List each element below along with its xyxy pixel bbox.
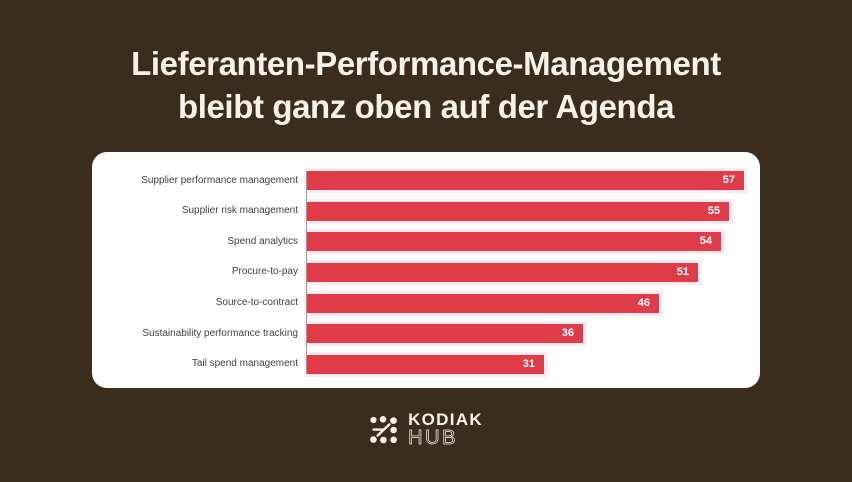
- bar-track: 55: [304, 198, 744, 224]
- title-line-2: bleibt ganz oben auf der Agenda: [177, 88, 675, 125]
- bar-value-label: 54: [699, 235, 712, 248]
- y-axis-line: [306, 171, 307, 374]
- bar[interactable]: 54: [306, 232, 721, 252]
- brand-logo: KODIAK HUB: [0, 410, 852, 449]
- bar-value-label: 57: [722, 174, 735, 186]
- chart-rows: Supplier performance management 57 Supplie…: [108, 168, 748, 377]
- category-label: Spend analytics: [227, 235, 298, 247]
- logo-secondary-text: HUB: [408, 427, 459, 449]
- chart-row: Tail spend management 31: [108, 351, 744, 377]
- kodiak-dots-mark-icon: [370, 416, 397, 444]
- chart-row: Supplier performance management 57: [108, 168, 748, 193]
- bar[interactable]: 51: [306, 262, 698, 282]
- chart-row: Sustainability performance tracking 36: [108, 321, 744, 347]
- chart-row: Supplier risk management 55: [108, 198, 744, 224]
- category-label: Supplier risk management: [181, 205, 298, 217]
- bar[interactable]: 31: [306, 354, 544, 374]
- bar-value-label: 31: [522, 357, 535, 370]
- logo-wordmark: KODIAK HUB: [408, 410, 483, 449]
- logo-primary-text: KODIAK: [408, 410, 483, 429]
- page-title: Lieferanten-Performance-Management bleib…: [0, 42, 852, 128]
- bar-chart: Supplier performance management 57 Supplie…: [92, 152, 760, 388]
- bar-track: 54: [304, 229, 744, 255]
- bar-value-label: 51: [676, 265, 689, 278]
- category-label: Sustainability performance tracking: [142, 327, 298, 339]
- bar-track: 31: [304, 351, 744, 377]
- bar-value-label: 55: [707, 204, 720, 217]
- title-line-1: Lieferanten-Performance-Management: [131, 45, 721, 82]
- bar[interactable]: 55: [306, 201, 729, 221]
- bar[interactable]: 57: [306, 171, 744, 190]
- bar[interactable]: 36: [306, 324, 583, 344]
- chart-card: Supplier performance management 57 Supplie…: [92, 152, 760, 388]
- chart-row: Procure-to-pay 51: [108, 259, 744, 285]
- category-label: Tail spend management: [191, 358, 298, 370]
- category-label: Procure-to-pay: [231, 266, 298, 278]
- bar-track: 46: [304, 290, 744, 316]
- category-label: Source-to-contract: [215, 297, 298, 309]
- chart-row: Source-to-contract 46: [108, 290, 744, 316]
- bar[interactable]: 46: [306, 293, 659, 313]
- category-label: Supplier performance management: [141, 174, 298, 186]
- bar-track: 36: [304, 321, 744, 347]
- bar-track: 57: [304, 168, 748, 193]
- bar-track: 51: [304, 259, 744, 285]
- bar-value-label: 46: [637, 296, 650, 309]
- bar-value-label: 36: [561, 327, 574, 340]
- chart-row: Spend analytics 54: [108, 229, 744, 255]
